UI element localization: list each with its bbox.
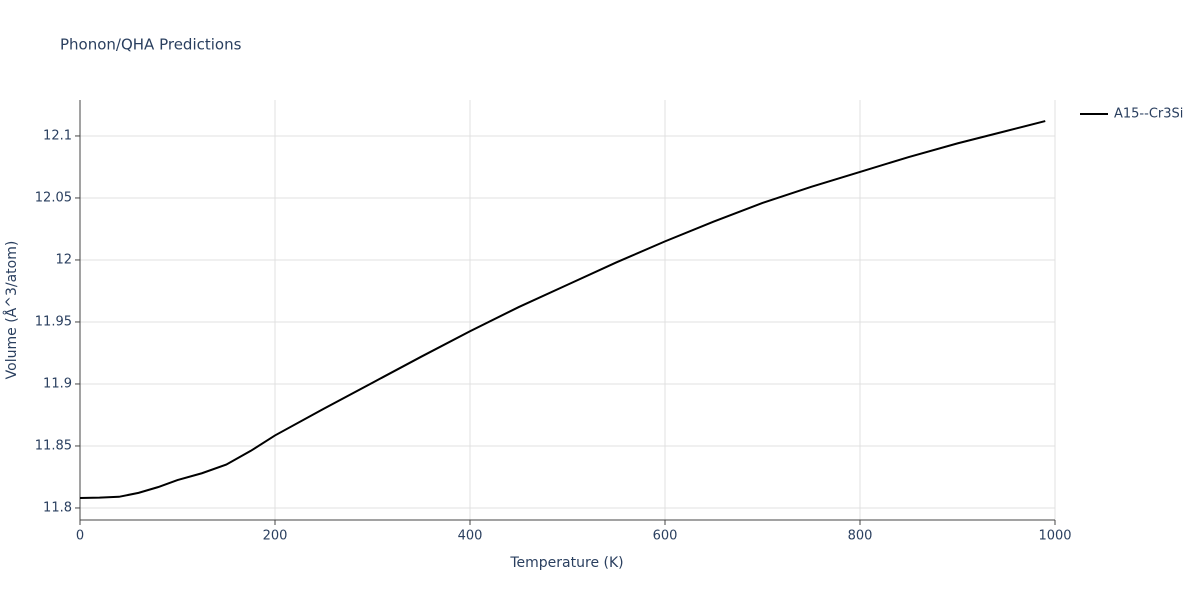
y-tick-label: 12.1 [43, 128, 72, 143]
x-tick-label: 800 [848, 529, 873, 544]
y-tick-label: 11.8 [43, 500, 72, 515]
x-axis-label: Temperature (K) [509, 555, 623, 571]
y-tick-label: 12.05 [35, 190, 72, 205]
y-tick-label: 12 [55, 252, 72, 267]
x-tick-label: 0 [76, 529, 84, 544]
chart-title: Phonon/QHA Predictions [60, 36, 242, 54]
line-series [79, 120, 1046, 500]
y-tick-label: 11.85 [35, 438, 72, 453]
y-tick-label: 11.9 [43, 376, 72, 391]
x-tick-label: 1000 [1038, 529, 1071, 544]
legend-label: A15--Cr3Si [1114, 107, 1183, 122]
y-axis-label: Volume (Å^3/atom) [3, 241, 20, 380]
x-tick-label: 200 [263, 529, 288, 544]
x-tick-label: 600 [653, 529, 678, 544]
x-tick-label: 400 [458, 529, 483, 544]
y-tick-label: 11.95 [35, 314, 72, 329]
